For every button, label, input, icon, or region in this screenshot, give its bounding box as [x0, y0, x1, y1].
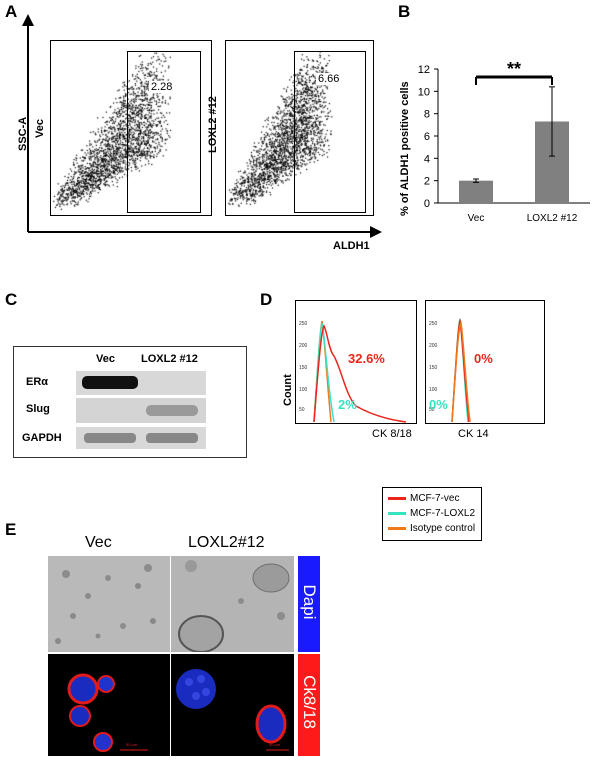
svg-text:150: 150: [299, 365, 308, 371]
wb-band-slug: [76, 398, 206, 423]
flow-plot-vec: 2.28: [50, 40, 212, 216]
svg-text:250: 250: [299, 321, 308, 327]
aldh1-axis-label: ALDH1: [333, 240, 370, 252]
flow-scatter-vec: [51, 41, 211, 215]
flow-plot-label-loxl2: LOXL2 #12: [207, 96, 219, 153]
legend-item-loxl2: MCF-7-LOXL2: [388, 508, 475, 519]
histogram-legend: MCF-7-vec MCF-7-LOXL2 Isotype control: [382, 487, 482, 541]
flow-plot-label-vec: Vec: [34, 119, 46, 138]
micro-col-vec: Vec: [85, 534, 112, 551]
legend-swatch-isotype: [388, 527, 406, 530]
wb-band-era: [76, 371, 206, 395]
histogram-ck818-curves: 250 200 150 100 50: [299, 320, 407, 423]
ck818-green-pct: 2%: [338, 397, 357, 412]
wb-row-era: ERα: [26, 376, 49, 388]
significance-label: **: [507, 59, 521, 79]
ck818-side-bar: Ck8/18: [298, 654, 320, 756]
aldh1-bar-chart: 0 2 4 6 8 10 12 Vec LOXL2 #12 **: [418, 59, 590, 224]
legend-label-vec: MCF-7-vec: [410, 493, 460, 504]
count-axis-label: Count: [282, 374, 294, 406]
fluorescence-vec: 50 μm: [48, 654, 170, 756]
fluorescence-vec-cells: [67, 673, 148, 752]
aldh1-gate-loxl2: [294, 51, 366, 213]
panel-label-b: B: [398, 2, 411, 21]
svg-text:50: 50: [429, 407, 435, 413]
brightfield-loxl2: [171, 556, 294, 652]
dapi-label: Dapi: [300, 584, 319, 620]
y-tick-label: 8: [424, 109, 430, 121]
ck818-label: Ck8/18: [300, 675, 319, 729]
histogram-ck14: 250 200 150 100 50 0% 0%: [425, 300, 545, 424]
x-tick-label-1: LOXL2 #12: [527, 213, 578, 224]
svg-text:100: 100: [429, 387, 438, 393]
micro-col-loxl2: LOXL2#12: [188, 534, 265, 551]
svg-text:150: 150: [429, 365, 438, 371]
panel-a-axes: [22, 14, 382, 238]
svg-text:250: 250: [429, 321, 438, 327]
y-tick-label: 12: [418, 64, 430, 76]
aldh1-gate-vec: [127, 51, 201, 213]
ck14-green-pct: 0%: [429, 397, 448, 412]
x-tick-label-0: Vec: [468, 213, 485, 224]
flow-plot-loxl2: 6.66: [225, 40, 374, 216]
brightfield-vec: [48, 556, 170, 652]
histogram-ck818: 250 200 150 100 50 32.6% 2%: [295, 300, 417, 424]
wb-col-vec: Vec: [96, 353, 115, 365]
ck14-axis-label: CK 14: [458, 428, 489, 440]
bar-0: [459, 180, 493, 203]
legend-label-isotype: Isotype control: [410, 523, 476, 534]
brightfield-loxl2-cells: [178, 560, 290, 652]
y-tick-label: 10: [418, 86, 430, 98]
svg-text:200: 200: [429, 343, 438, 349]
flow-scatter-loxl2: [226, 41, 373, 215]
wb-band-gapdh: [76, 427, 206, 449]
panel-label-c: C: [5, 290, 18, 309]
dapi-side-bar: Dapi: [298, 556, 320, 652]
legend-item-vec: MCF-7-vec: [388, 493, 459, 504]
histogram-ck14-curves: 250 200 150 100 50: [429, 318, 471, 423]
wb-col-loxl2: LOXL2 #12: [141, 353, 198, 365]
y-tick-label: 2: [424, 176, 430, 188]
legend-swatch-vec: [388, 497, 406, 500]
legend-label-loxl2: MCF-7-LOXL2: [410, 508, 476, 519]
panel-label-a: A: [5, 2, 18, 21]
legend-swatch-loxl2: [388, 512, 406, 515]
gate-value-vec: 2.28: [149, 81, 175, 93]
svg-text:50: 50: [299, 407, 305, 413]
western-blot-panel: Vec LOXL2 #12 ERα Slug GAPDH: [13, 346, 247, 458]
ck818-axis-label: CK 8/18: [372, 428, 412, 440]
scale-bar-vec: 50 μm: [126, 742, 138, 747]
svg-text:200: 200: [299, 343, 308, 349]
panel-label-d: D: [260, 290, 273, 309]
wb-row-slug: Slug: [26, 403, 50, 415]
ck818-red-pct: 32.6%: [348, 351, 385, 366]
legend-item-isotype: Isotype control: [388, 523, 475, 534]
brightfield-vec-cells: [55, 564, 156, 644]
y-tick-label: 0: [424, 198, 430, 210]
y-tick-label: 4: [424, 153, 430, 165]
panel-label-e: E: [5, 520, 17, 539]
wb-row-gapdh: GAPDH: [22, 432, 62, 444]
ck14-red-pct: 0%: [474, 351, 493, 366]
scale-bar-loxl2: 50 μm: [269, 742, 281, 747]
svg-text:100: 100: [299, 387, 308, 393]
fluorescence-loxl2-cells: [176, 669, 289, 751]
gate-value-loxl2: 6.66: [316, 73, 342, 85]
fluorescence-loxl2: 50 μm: [171, 654, 294, 756]
y-tick-label: 6: [424, 131, 430, 143]
